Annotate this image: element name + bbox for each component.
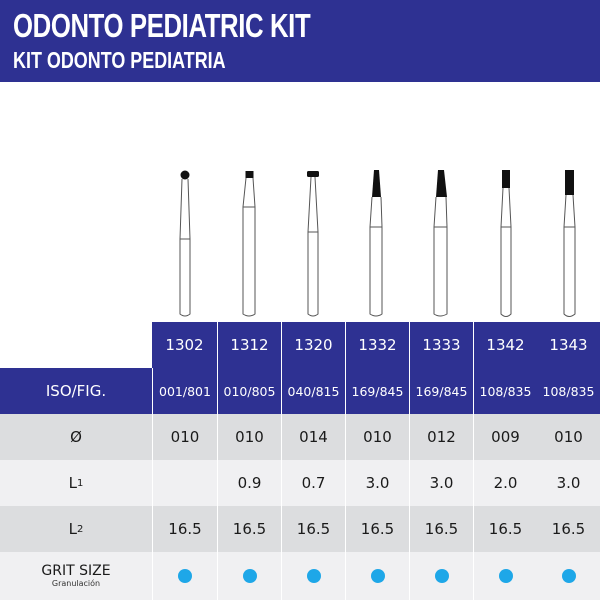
blue-grit-dot-icon [242,569,257,583]
code-cell: 1302 [152,322,217,368]
l2-cell: 16.5 [152,506,217,552]
grit-cell [537,552,600,600]
page-subtitle: KIT ODONTO PEDIATRIA [13,47,226,73]
diameter-cell: 010 [152,414,217,460]
bur-1302-round-icon [152,82,216,322]
code-cell: 1333 [409,322,473,368]
header-row-code: 1302 1312 1320 1332 1333 1342 1343 [0,322,600,368]
l2-cell: 16.5 [281,506,345,552]
l1-cell: 3.0 [537,460,600,506]
diameter-cell: 014 [281,414,345,460]
code-cell: 1332 [345,322,409,368]
iso-cell: 108/835 [537,368,600,414]
iso-cell: 108/835 [473,368,537,414]
blue-grit-dot-icon [370,569,385,583]
iso-cell: 169/845 [409,368,473,414]
diameter-label: Ø [0,414,152,460]
l1-cell: 3.0 [409,460,473,506]
diameter-cell: 012 [409,414,473,460]
bur-illustrations [0,82,600,322]
bur-1342-cylinder-icon [473,82,537,322]
row-grit-size: GRIT SIZE Granulación [0,552,600,600]
l2-index: 2 [76,523,84,535]
bur-1320-wheel-icon [281,82,345,322]
code-cell: 1342 [473,322,537,368]
code-cell: 1312 [217,322,281,368]
l2-cell: 16.5 [537,506,600,552]
grit-size-subtitle: Granulación [51,579,101,588]
l1-index: 1 [76,477,84,489]
bur-1332-taper-icon [345,82,409,322]
diameter-cell: 010 [217,414,281,460]
iso-cell: 169/845 [345,368,409,414]
l2-cell: 16.5 [473,506,537,552]
diameter-cell: 009 [473,414,537,460]
blue-grit-dot-icon [561,569,576,583]
code-cell: 1320 [281,322,345,368]
l1-letter: L [68,474,77,492]
l2-letter: L [68,520,77,538]
l1-cell: 2.0 [473,460,537,506]
grit-cell [152,552,217,600]
blue-grit-dot-icon [434,569,449,583]
code-cell: 1343 [537,322,600,368]
page-title: ODONTO PEDIATRIC KIT [13,7,311,44]
l2-cell: 16.5 [409,506,473,552]
iso-cell: 040/815 [281,368,345,414]
blue-grit-dot-icon [498,569,513,583]
l1-cell [152,460,217,506]
iso-fig-label: ISO/FIG. [0,368,152,414]
header-row-iso: ISO/FIG. 001/801 010/805 040/815 169/845… [0,368,600,414]
diameter-cell: 010 [345,414,409,460]
diameter-cell: 010 [537,414,600,460]
grit-cell [409,552,473,600]
grit-cell [473,552,537,600]
bur-1312-inverted-cone-icon [217,82,281,322]
grit-size-title: GRIT SIZE [41,563,111,579]
iso-cell: 001/801 [152,368,217,414]
grit-cell [217,552,281,600]
page-header: ODONTO PEDIATRIC KIT KIT ODONTO PEDIATRI… [0,0,600,82]
l2-cell: 16.5 [345,506,409,552]
iso-cell: 010/805 [217,368,281,414]
grit-cell [345,552,409,600]
bur-1333-taper-icon [409,82,473,322]
blue-grit-dot-icon [178,569,192,583]
l2-cell: 16.5 [217,506,281,552]
l1-cell: 0.7 [281,460,345,506]
l1-cell: 0.9 [217,460,281,506]
grit-cell [281,552,345,600]
blue-grit-dot-icon [306,569,321,583]
grit-size-label: GRIT SIZE Granulación [0,552,152,600]
bur-1343-cylinder-icon [537,82,600,322]
l1-cell: 3.0 [345,460,409,506]
row-diameter: Ø 010 010 014 010 012 009 010 [0,414,600,460]
